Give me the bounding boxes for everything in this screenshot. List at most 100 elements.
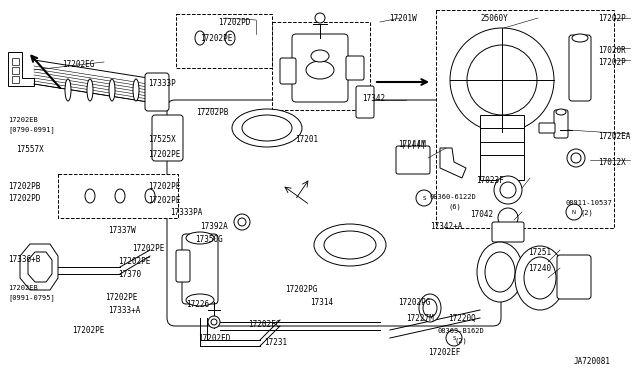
Text: 17333+A: 17333+A: [108, 306, 140, 315]
Ellipse shape: [419, 294, 441, 322]
Text: 17201W: 17201W: [389, 14, 417, 23]
Bar: [58, 174, 178, 218]
FancyBboxPatch shape: [176, 250, 190, 282]
Circle shape: [416, 190, 432, 206]
Circle shape: [208, 316, 220, 328]
Text: 17202P: 17202P: [598, 58, 626, 67]
FancyBboxPatch shape: [539, 123, 555, 133]
FancyBboxPatch shape: [145, 73, 169, 111]
Polygon shape: [20, 244, 58, 290]
Bar: [272, 22, 370, 110]
Text: (2): (2): [580, 210, 593, 217]
Text: 17202PE: 17202PE: [200, 34, 232, 43]
Circle shape: [446, 330, 462, 346]
Text: 17231: 17231: [264, 338, 287, 347]
Ellipse shape: [225, 31, 235, 45]
Text: 17557X: 17557X: [16, 145, 44, 154]
Ellipse shape: [515, 246, 565, 310]
Ellipse shape: [423, 299, 437, 317]
Text: 17202PG: 17202PG: [285, 285, 317, 294]
Text: 17226: 17226: [186, 300, 209, 309]
FancyBboxPatch shape: [554, 110, 568, 138]
Bar: [176, 14, 272, 68]
FancyBboxPatch shape: [346, 56, 364, 80]
Bar: [436, 10, 614, 228]
Text: 17202PE: 17202PE: [148, 182, 180, 191]
Text: 17350G: 17350G: [195, 235, 223, 244]
Text: 17020R: 17020R: [598, 46, 626, 55]
Circle shape: [238, 218, 246, 226]
Text: 17202PB: 17202PB: [8, 182, 40, 191]
Text: 17227M: 17227M: [406, 314, 434, 323]
FancyBboxPatch shape: [280, 58, 296, 84]
Text: 17202FC: 17202FC: [248, 320, 280, 329]
Text: 17202PE: 17202PE: [148, 150, 180, 159]
Ellipse shape: [87, 79, 93, 101]
Text: 17201: 17201: [295, 135, 318, 144]
Bar: [12, 76, 19, 83]
Text: 17525X: 17525X: [148, 135, 176, 144]
Text: 17251: 17251: [528, 248, 551, 257]
Text: 17202PB: 17202PB: [196, 108, 228, 117]
Ellipse shape: [65, 79, 71, 101]
Circle shape: [467, 45, 537, 115]
Circle shape: [566, 204, 582, 220]
Ellipse shape: [186, 294, 214, 306]
Text: 17202PE: 17202PE: [118, 257, 150, 266]
Polygon shape: [8, 52, 34, 86]
Text: 17220Q: 17220Q: [448, 314, 476, 323]
Text: 17202PE: 17202PE: [132, 244, 164, 253]
Text: 17342: 17342: [362, 94, 385, 103]
Polygon shape: [28, 252, 52, 282]
Text: 17333PA: 17333PA: [170, 208, 202, 217]
Text: 08360-6122D: 08360-6122D: [430, 194, 477, 200]
Text: 17202PG: 17202PG: [398, 298, 430, 307]
Text: 17202EB: 17202EB: [8, 285, 38, 291]
FancyBboxPatch shape: [557, 255, 591, 299]
Ellipse shape: [485, 252, 515, 292]
Ellipse shape: [109, 79, 115, 101]
Circle shape: [211, 319, 217, 325]
Ellipse shape: [524, 257, 556, 299]
Text: 17202EA: 17202EA: [598, 132, 630, 141]
Text: 17342+A: 17342+A: [430, 222, 462, 231]
Circle shape: [494, 176, 522, 204]
Text: 17240: 17240: [528, 264, 551, 273]
FancyBboxPatch shape: [396, 146, 430, 174]
Text: (6): (6): [448, 204, 461, 211]
Ellipse shape: [314, 224, 386, 266]
Text: 17202P: 17202P: [598, 14, 626, 23]
Text: 17202PE: 17202PE: [72, 326, 104, 335]
Ellipse shape: [145, 189, 155, 203]
Ellipse shape: [556, 109, 566, 115]
Text: [0790-0991]: [0790-0991]: [8, 126, 55, 133]
FancyBboxPatch shape: [152, 115, 183, 161]
Circle shape: [498, 208, 518, 228]
Text: 17202PE: 17202PE: [148, 196, 180, 205]
Text: 08363-B162D: 08363-B162D: [438, 328, 484, 334]
Text: 25060Y: 25060Y: [480, 14, 508, 23]
Text: 08911-10537: 08911-10537: [566, 200, 612, 206]
Text: N: N: [572, 209, 576, 215]
Text: S: S: [452, 336, 456, 340]
Ellipse shape: [242, 115, 292, 141]
Polygon shape: [440, 148, 466, 178]
Text: [0991-0795]: [0991-0795]: [8, 294, 55, 301]
Text: S: S: [422, 196, 426, 201]
Ellipse shape: [311, 50, 329, 62]
Ellipse shape: [195, 31, 205, 45]
Text: 17244M: 17244M: [398, 140, 426, 149]
FancyBboxPatch shape: [356, 86, 374, 118]
Ellipse shape: [115, 189, 125, 203]
Text: 17202EF: 17202EF: [428, 348, 460, 357]
Text: 17314: 17314: [310, 298, 333, 307]
Text: 17337W: 17337W: [108, 226, 136, 235]
Text: 17202PE: 17202PE: [105, 293, 138, 302]
Text: 17012X: 17012X: [598, 158, 626, 167]
Circle shape: [500, 182, 516, 198]
Text: 17202PD: 17202PD: [218, 18, 250, 27]
FancyBboxPatch shape: [182, 234, 218, 304]
Text: 17023F: 17023F: [476, 176, 504, 185]
Ellipse shape: [324, 231, 376, 259]
FancyBboxPatch shape: [569, 35, 591, 101]
